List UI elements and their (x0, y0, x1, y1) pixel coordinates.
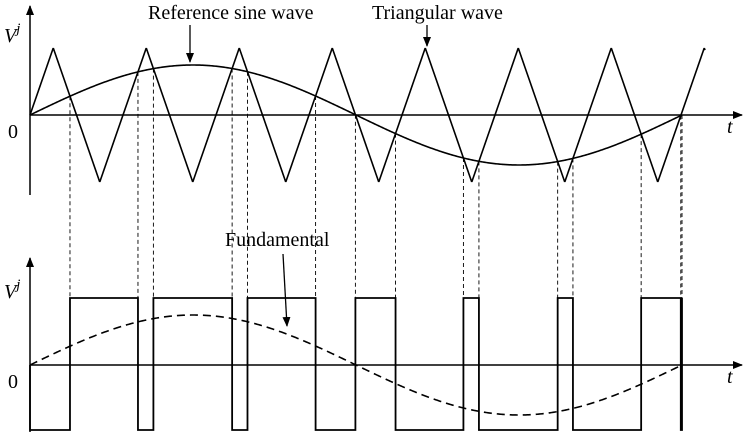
layout (29, 47, 706, 431)
bottom-x-label: t (727, 366, 733, 388)
top-y-label: Vj (4, 21, 20, 47)
reference-label: Reference sine wave (148, 2, 314, 24)
pwm-output (29, 297, 683, 431)
y-label-sup: j (14, 21, 20, 37)
triangular-label: Triangular wave (372, 2, 503, 24)
y-label-base: V (4, 281, 19, 303)
fundamental-label: Fundamental (225, 229, 330, 251)
y-label-sup: j (14, 277, 20, 293)
top-x-label: t (727, 116, 733, 138)
y-label-base: V (4, 25, 19, 47)
top-origin: 0 (8, 121, 18, 143)
triangular-wave (29, 47, 706, 183)
fundamental-arrow (282, 253, 291, 327)
bottom-y-label: Vj (4, 277, 20, 303)
bottom-origin: 0 (8, 371, 18, 393)
